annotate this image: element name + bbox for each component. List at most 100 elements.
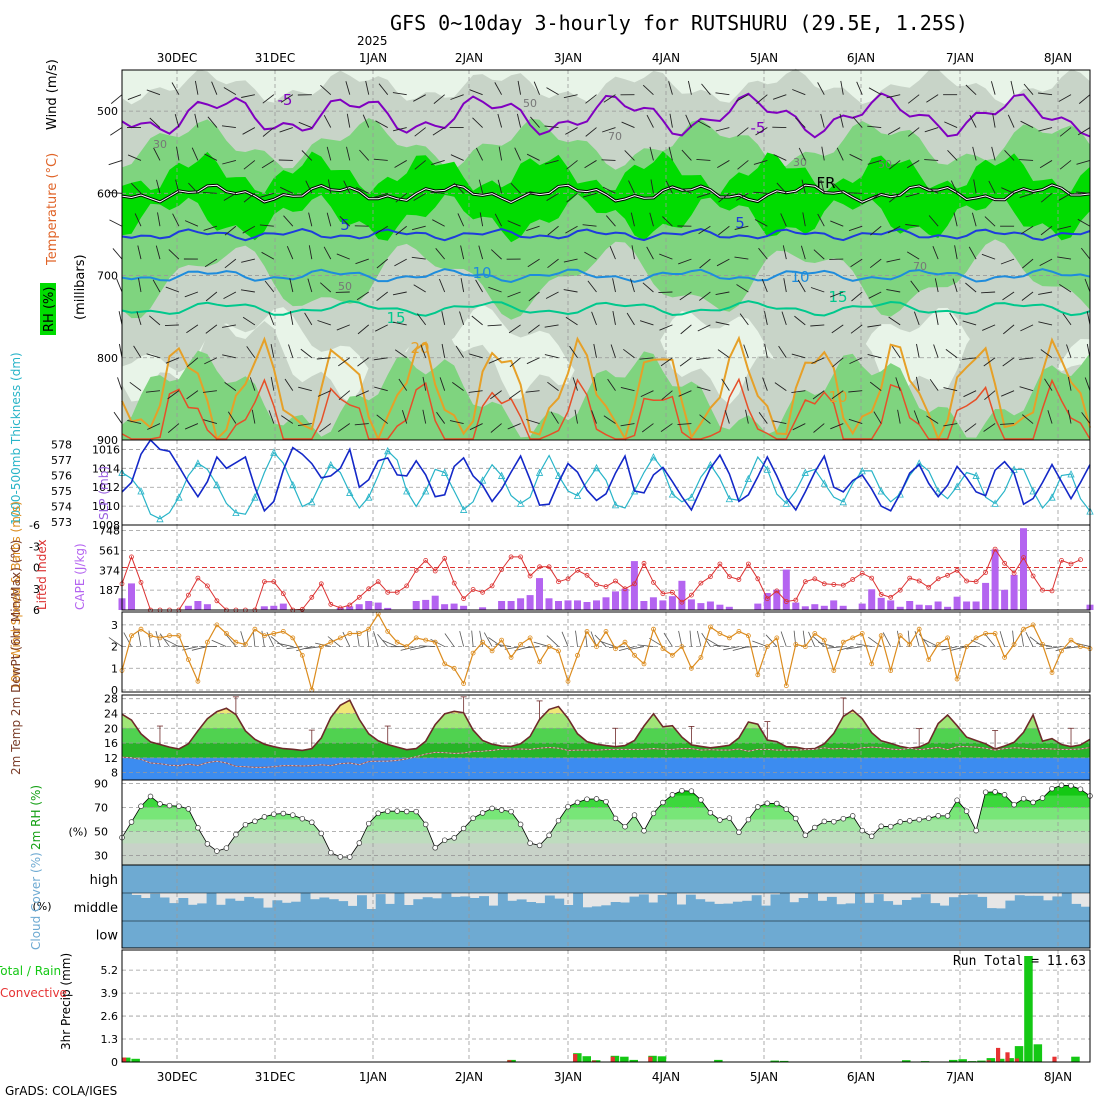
wind-barb [261, 251, 275, 260]
rh2m-point [309, 819, 315, 826]
wind-barb [850, 324, 863, 334]
rh2m-point [831, 818, 837, 825]
cloud-cell [1061, 865, 1072, 893]
cloud-cell [357, 895, 367, 921]
rh2m-point [365, 820, 372, 827]
precip-total-bar [996, 1058, 1005, 1062]
wind-barb [186, 324, 199, 334]
wind-barb [662, 216, 673, 227]
cloud-cell [328, 921, 339, 948]
cloud-cell [920, 865, 931, 893]
wind-barb [544, 324, 559, 328]
wind-barb [374, 324, 388, 332]
thickness-tick-label: 573 [51, 516, 72, 529]
rh2m-point [470, 815, 476, 821]
cloud-cell [732, 865, 743, 893]
cape-bar [422, 599, 430, 610]
thickness-point [516, 499, 525, 507]
li-point [954, 567, 960, 573]
cloud-cell [450, 896, 461, 921]
wind-barb [165, 357, 180, 364]
cloud-cell [667, 865, 677, 893]
cloud-cell [967, 894, 978, 921]
rh2m-point [1068, 782, 1074, 789]
rh2m-point [565, 803, 571, 810]
cloud-cell [272, 900, 283, 921]
rh2m-point [147, 793, 154, 800]
cloud-cell [620, 921, 630, 948]
rh2m-point [328, 849, 334, 856]
cloud-cell [648, 921, 659, 948]
wind-barb [699, 291, 711, 301]
wind10m-barb [812, 635, 825, 647]
rh2m-point [745, 816, 752, 823]
wind10m-barb [678, 630, 683, 647]
wind10m-barb [882, 632, 892, 647]
wind-barb [832, 357, 844, 368]
wind-barb [591, 311, 597, 326]
wind-barb [1019, 159, 1034, 161]
wind-barb [933, 344, 939, 358]
wind10m-barb [172, 645, 189, 647]
wind-barb [194, 80, 199, 95]
rh2m-point [612, 815, 619, 822]
wind-barb [724, 410, 730, 424]
wind10m-barb [137, 630, 142, 647]
precip-total-bar [714, 1059, 723, 1062]
wind-barb [223, 291, 237, 299]
cloud-cell [742, 865, 753, 893]
cloud-cell [206, 921, 217, 948]
wind10m-barb [382, 639, 398, 647]
wind-barb [623, 348, 635, 359]
temp-tick-label: 8 [111, 767, 118, 780]
li-tick-label: 3 [33, 583, 40, 596]
wind-barb [1023, 83, 1034, 95]
li-point [442, 555, 448, 561]
wind-barb [145, 390, 161, 393]
cloud-cell [394, 921, 405, 948]
contour-label: -5 [751, 119, 766, 137]
cloud-cell [234, 900, 245, 921]
thickness-point [877, 487, 885, 495]
cloud-cell [704, 865, 715, 893]
wind10m-point [537, 659, 542, 665]
li-point [755, 576, 761, 582]
cape-bar [773, 589, 781, 610]
cloud-cell [798, 921, 809, 948]
wind-barb [640, 390, 654, 398]
li-point [802, 579, 808, 585]
cloud-cell [967, 865, 978, 893]
rh2m-point [384, 808, 391, 814]
cape-bar [858, 603, 866, 610]
wind10m-barb [999, 631, 1005, 647]
wind-barb [1010, 80, 1015, 95]
wind-barb [965, 84, 977, 95]
wind-barb [984, 390, 996, 401]
wind10m-line [121, 612, 1091, 691]
rh2m-point [394, 808, 400, 814]
wind-barb [146, 89, 161, 96]
wind-barb [526, 357, 540, 365]
wind-barb [439, 377, 446, 391]
cloud-cell [338, 865, 349, 893]
contour-label: 70 [608, 130, 622, 143]
wind-barb [897, 409, 901, 424]
cape-bar [593, 600, 600, 610]
wind-barb [698, 225, 711, 235]
wind-barb [1059, 160, 1072, 170]
wind-barb [507, 423, 521, 430]
cloud-cell [291, 865, 302, 893]
wind-barb [261, 160, 275, 169]
wind10m-barb [315, 642, 331, 647]
wind-barb [612, 311, 616, 325]
cloud-cell [601, 921, 612, 948]
date-label-bottom: 2JAN [455, 1070, 483, 1084]
thickness-tick-label: 574 [51, 500, 72, 513]
cloud-cell [761, 921, 771, 948]
cloud-cell [460, 896, 471, 921]
wind10m-point [470, 650, 476, 656]
wind-barb [345, 81, 351, 95]
rh2m-point [897, 819, 903, 825]
wind-barb [205, 291, 218, 302]
